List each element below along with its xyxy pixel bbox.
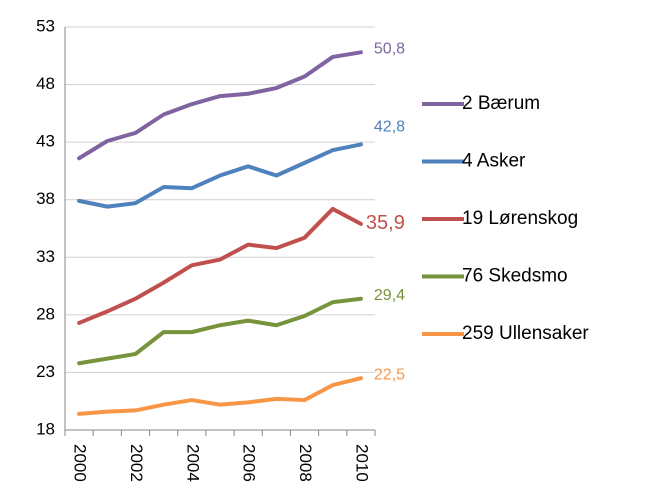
x-tick-label: 2006: [240, 444, 259, 482]
y-tick-label: 23: [36, 362, 55, 381]
y-tick-label: 53: [36, 16, 55, 35]
data-label: 22,5: [374, 366, 405, 383]
legend-label: 259 Ullensaker: [462, 323, 589, 344]
y-tick-label: 33: [36, 247, 55, 266]
y-tick-label: 28: [36, 304, 55, 323]
data-label: 42,8: [374, 119, 405, 136]
x-tick-label: 2008: [296, 444, 315, 482]
legend-label: 4 Asker: [462, 151, 526, 172]
y-tick-label: 38: [36, 189, 55, 208]
series-line: [77, 50, 363, 161]
legend-label: 19 Lørenskog: [462, 208, 578, 229]
y-tick-label: 48: [36, 74, 55, 93]
series-line: [77, 376, 363, 416]
x-tick-label: 2004: [183, 444, 202, 482]
data-label: 50,8: [374, 41, 405, 58]
series-line: [77, 296, 363, 366]
x-tick-label: 2010: [352, 444, 371, 482]
legend-label: 76 Skedsmo: [462, 266, 568, 287]
series-line: [77, 206, 363, 325]
data-label: 29,4: [374, 287, 405, 304]
x-tick-label: 2000: [71, 444, 90, 482]
legend-label: 2 Bærum: [462, 93, 540, 114]
y-tick-label: 43: [36, 132, 55, 151]
series-line: [77, 142, 363, 209]
data-label: 35,9: [366, 212, 405, 234]
x-tick-label: 2002: [127, 444, 146, 482]
y-tick-label: 18: [36, 419, 55, 438]
